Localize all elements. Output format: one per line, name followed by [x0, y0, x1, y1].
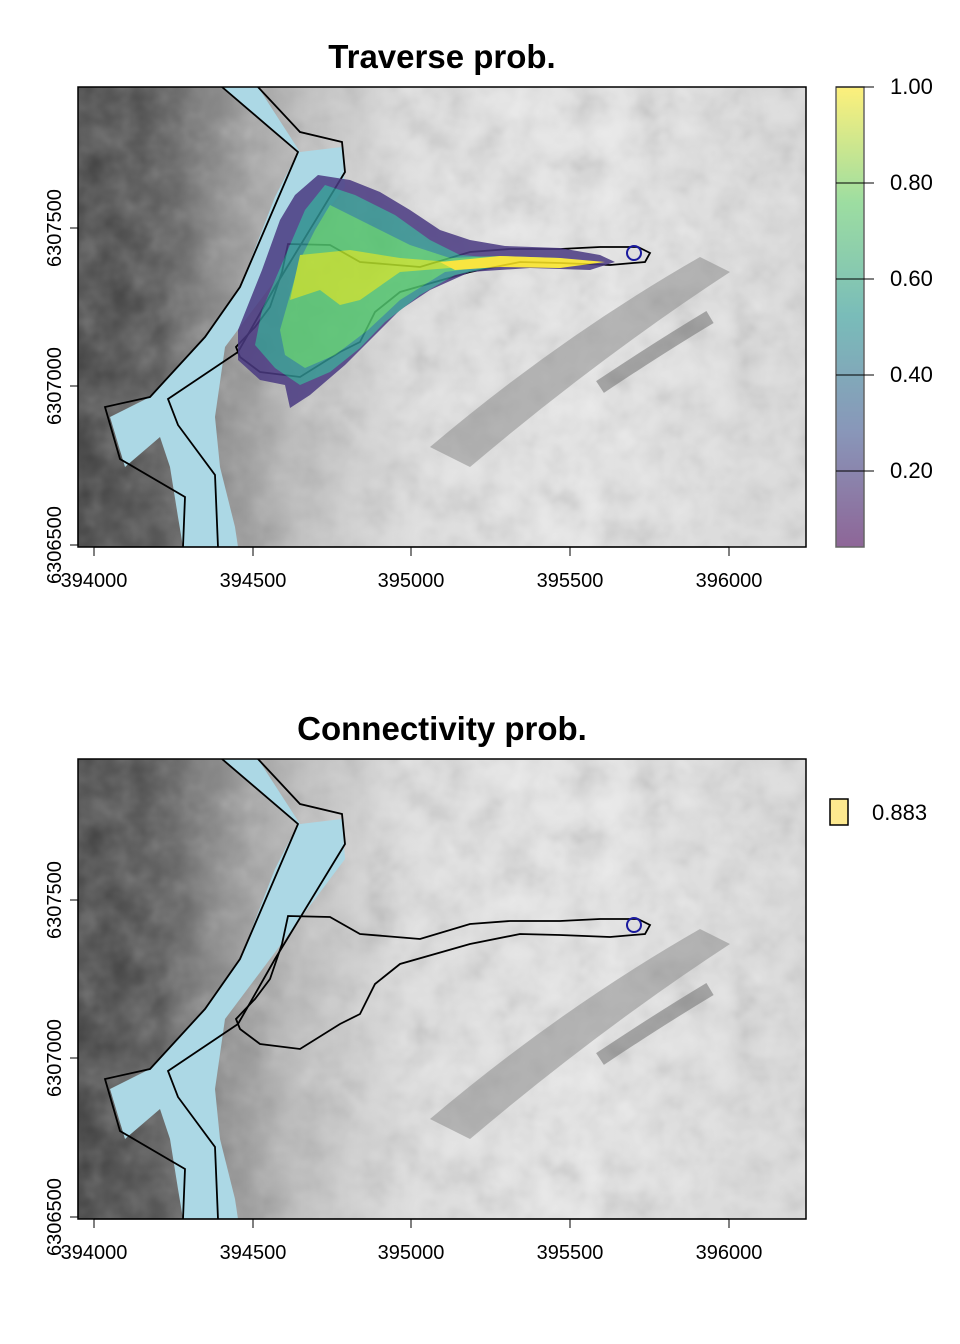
- x-tick-label: 394000: [61, 570, 128, 592]
- colorbar: [835, 86, 865, 548]
- map-area: [78, 87, 806, 547]
- colorbar-label: 0.40: [890, 362, 933, 387]
- x-tick-label: 396000: [696, 570, 763, 592]
- x-tick-label: 395500: [537, 1242, 604, 1264]
- hillshade-basemap: [78, 87, 806, 547]
- x-tick-label: 396000: [696, 1242, 763, 1264]
- traverse-probability-raster: [238, 175, 615, 408]
- x-tick-label: 394000: [61, 1242, 128, 1264]
- y-axis: 6306500 6307000 6307500: [44, 861, 79, 1256]
- panel-title: Traverse prob.: [328, 38, 555, 75]
- x-tick-label: 394500: [220, 1242, 287, 1264]
- colorbar-legend: 1.00 0.80 0.60 0.40 0.20: [835, 74, 933, 548]
- colorbar-label: 1.00: [890, 74, 933, 99]
- x-tick-label: 395000: [378, 570, 445, 592]
- x-axis: 394000 394500 395000 395500 396000: [61, 1218, 763, 1264]
- y-tick-label: 6307000: [44, 347, 66, 425]
- panel-traverse: Traverse prob. 394000 394500 395000 395: [44, 38, 933, 592]
- y-tick-label: 6306500: [44, 506, 66, 584]
- y-tick-label: 6307500: [44, 189, 66, 267]
- colorbar-label: 0.60: [890, 266, 933, 291]
- source-point: [626, 245, 642, 261]
- legend-swatch: [829, 798, 849, 826]
- y-tick-label: 6306500: [44, 1178, 66, 1256]
- x-tick-label: 395000: [378, 1242, 445, 1264]
- y-axis: 6306500 6307000 6307500: [44, 189, 79, 584]
- y-tick-label: 6307500: [44, 861, 66, 939]
- swatch-legend: 0.883: [829, 798, 927, 826]
- x-axis: 394000 394500 395000 395500 396000: [61, 546, 763, 592]
- x-tick-label: 395500: [537, 570, 604, 592]
- panel-title: Connectivity prob.: [297, 710, 587, 747]
- y-tick-label: 6307000: [44, 1019, 66, 1097]
- legend-label: 0.883: [872, 800, 927, 825]
- hillshade-basemap: [78, 759, 806, 1219]
- colorbar-label: 0.20: [890, 458, 933, 483]
- source-point: [626, 917, 642, 933]
- colorbar-label: 0.80: [890, 170, 933, 195]
- map-area: [78, 759, 806, 1219]
- x-tick-label: 394500: [220, 570, 287, 592]
- panel-connectivity: Connectivity prob. 394000 394500 395000 …: [44, 710, 927, 1264]
